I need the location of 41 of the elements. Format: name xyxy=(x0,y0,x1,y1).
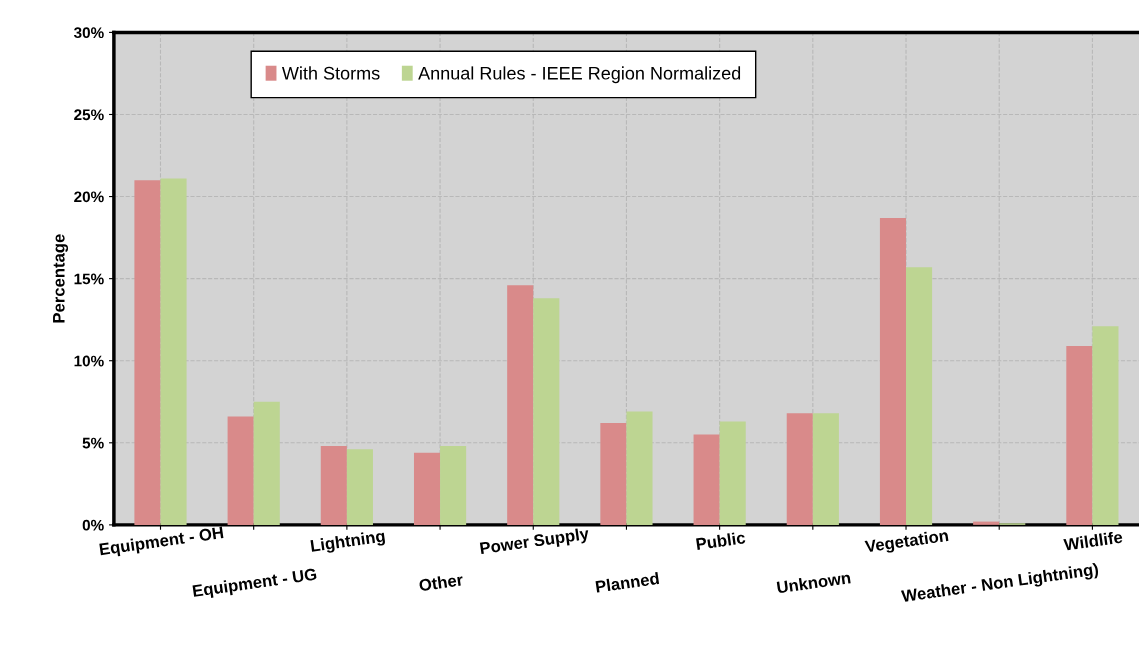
x-tick-label: Planned xyxy=(595,571,660,593)
x-tick-label: Equipment - UG xyxy=(192,567,318,601)
x-tick-label: Power Supply xyxy=(479,526,590,558)
bar xyxy=(693,434,720,525)
bar xyxy=(253,401,280,525)
y-tick-label: 30% xyxy=(73,27,104,39)
bar xyxy=(906,267,933,525)
bar xyxy=(812,413,839,525)
bar xyxy=(160,178,187,525)
x-tick-label: Public xyxy=(695,531,746,551)
bar xyxy=(440,446,467,525)
bar xyxy=(346,449,373,525)
bar xyxy=(320,446,347,525)
bar xyxy=(1066,345,1093,525)
bar xyxy=(1092,326,1119,525)
x-tick-label: Other xyxy=(418,573,464,592)
y-tick-label: 20% xyxy=(74,191,104,203)
legend-label: Annual Rules - IEEE Region Normalized xyxy=(418,66,741,84)
y-tick-label: 15% xyxy=(74,273,104,285)
y-tick-label: 5% xyxy=(82,437,104,449)
legend-label: With Storms xyxy=(281,66,380,80)
x-tick-label: Vegetation xyxy=(864,528,949,556)
bar xyxy=(719,421,746,525)
bar xyxy=(626,411,653,525)
bar xyxy=(533,298,560,525)
bar xyxy=(134,180,161,525)
y-tick-label: 0% xyxy=(82,519,104,531)
y-tick-label: 25% xyxy=(74,109,104,121)
x-tick-label: Weather - Non Lightning) xyxy=(900,562,1099,606)
bar xyxy=(413,452,441,525)
x-tick-label: Wildlife xyxy=(1063,530,1123,551)
bar xyxy=(227,416,254,525)
bar xyxy=(786,413,813,525)
bar xyxy=(973,521,1000,525)
y-axis-title: Percentage xyxy=(53,234,69,323)
bar xyxy=(879,217,907,525)
y-tick-label: 10% xyxy=(74,355,104,367)
x-tick-label: Unknown xyxy=(776,571,851,594)
bar xyxy=(600,423,627,525)
bar xyxy=(507,285,534,525)
x-tick-label: Lightning xyxy=(310,529,386,556)
